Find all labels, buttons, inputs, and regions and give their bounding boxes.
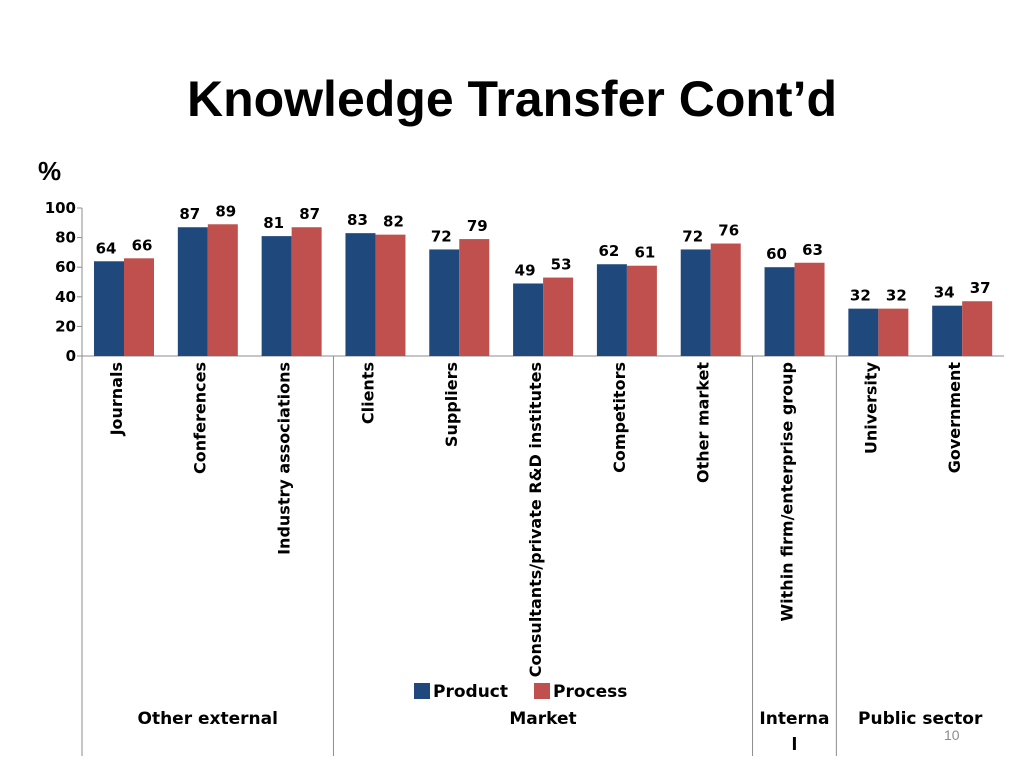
- bar-process: [124, 258, 154, 356]
- group-label: Interna l: [759, 709, 829, 755]
- category-label: University: [861, 361, 880, 454]
- bar-process: [962, 301, 993, 356]
- bar-product: [177, 227, 208, 356]
- bar-product: [596, 264, 627, 356]
- data-label: 76: [718, 222, 739, 240]
- bar-process: [878, 308, 909, 356]
- category-label: Within firm/enterprise group: [777, 362, 796, 621]
- data-label: 82: [383, 213, 404, 231]
- data-label: 37: [970, 279, 991, 297]
- data-label: 87: [179, 205, 200, 223]
- y-tick-label: 100: [45, 199, 76, 217]
- category-label: Suppliers: [442, 362, 461, 447]
- y-tick-label: 20: [55, 317, 76, 335]
- chart-category-labels: Journals Conferences Industry associations…: [107, 361, 964, 677]
- chart-group-labels: Other external Market Interna l Public secto…: [138, 356, 983, 756]
- bar-process: [375, 234, 406, 356]
- slide-number: 10: [944, 727, 960, 743]
- category-label: Journals: [107, 362, 126, 436]
- data-label: 34: [934, 284, 955, 302]
- category-label: Conferences: [191, 362, 210, 474]
- data-label: 87: [299, 205, 320, 223]
- data-label: 66: [132, 236, 153, 254]
- bar-product: [261, 236, 292, 356]
- legend-label-process: Process: [553, 682, 627, 702]
- legend-swatch-process: [534, 683, 550, 699]
- legend-swatch-product: [414, 683, 430, 699]
- bar-product: [848, 308, 879, 356]
- bar-product: [429, 249, 460, 356]
- bar-product: [680, 249, 711, 356]
- group-label: Market: [509, 709, 576, 729]
- y-tick-label: 80: [55, 229, 76, 247]
- data-label: 60: [766, 245, 787, 263]
- data-label: 53: [551, 256, 572, 274]
- y-tick-label: 60: [55, 258, 76, 276]
- chart-legend: Product Process: [414, 682, 627, 702]
- chart-data-labels: 64 87 81 83 72 49 62 72 60 32 34 66 89 87 82 79 53 61 76 63…: [96, 202, 991, 304]
- group-label: Public sector: [858, 709, 983, 729]
- y-tick-label: 40: [55, 288, 76, 306]
- category-label: Competitors: [610, 362, 629, 473]
- data-label: 72: [431, 227, 452, 245]
- bar-product: [94, 261, 124, 356]
- chart-bars: [94, 224, 993, 356]
- data-label: 49: [515, 261, 536, 279]
- bar-product: [345, 233, 376, 356]
- bar-process: [291, 227, 322, 356]
- category-label: Government: [945, 362, 964, 474]
- data-label: 61: [634, 244, 655, 262]
- legend-label-product: Product: [433, 682, 508, 702]
- category-label: Consultants/private R&D institutes: [526, 362, 545, 677]
- category-label: Industry associations: [275, 362, 294, 555]
- slide-title: Knowledge Transfer Cont’d: [186, 71, 838, 127]
- y-tick-label: 0: [66, 347, 76, 365]
- bar-product: [764, 267, 795, 356]
- bar-process: [543, 277, 574, 356]
- data-label: 63: [802, 241, 823, 259]
- bar-product: [932, 305, 963, 356]
- bar-process: [459, 239, 490, 356]
- bar-process: [794, 262, 825, 356]
- data-label: 81: [263, 214, 284, 232]
- data-label: 32: [850, 287, 871, 305]
- bar-process: [710, 243, 741, 356]
- data-label: 83: [347, 211, 368, 229]
- bar-product: [513, 283, 544, 356]
- bar-process: [626, 265, 657, 356]
- data-label: 32: [886, 287, 907, 305]
- data-label: 72: [682, 227, 703, 245]
- data-label: 64: [96, 239, 117, 257]
- bar-process: [207, 224, 238, 356]
- group-label: Other external: [138, 709, 278, 729]
- data-label: 79: [467, 217, 488, 235]
- data-label: 89: [215, 202, 236, 220]
- data-label: 62: [598, 242, 619, 260]
- category-label: Clients: [358, 362, 377, 424]
- category-label: Other market: [694, 362, 713, 483]
- y-axis-unit-label: %: [38, 156, 62, 186]
